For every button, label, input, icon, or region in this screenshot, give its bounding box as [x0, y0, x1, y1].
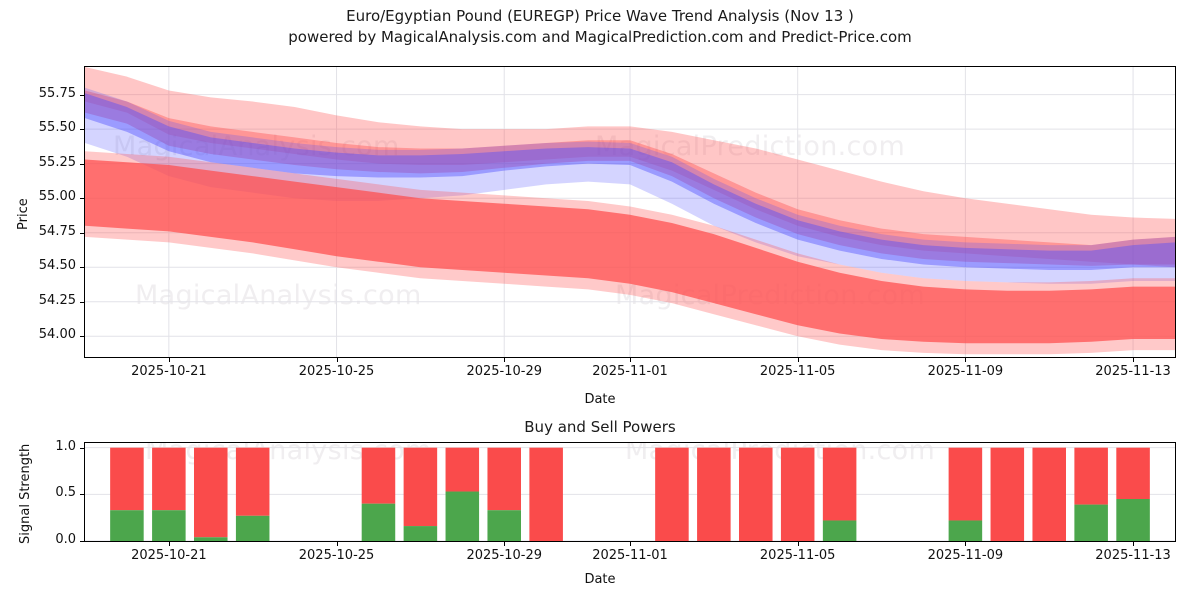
- price-x-tick: [797, 358, 799, 362]
- signal-x-tick-label: 2025-11-01: [592, 548, 668, 563]
- signal-bar: [152, 447, 186, 541]
- signal-x-tick-label: 2025-11-05: [759, 548, 836, 563]
- signal-bar: [110, 447, 144, 541]
- price-plot-area: [85, 67, 1175, 357]
- price-y-tick-label: 54.00: [38, 327, 76, 343]
- price-y-tick: [80, 232, 84, 234]
- signal-plot-area: [85, 447, 1175, 541]
- signal-y-tick: [80, 494, 84, 496]
- price-y-tick: [80, 336, 84, 338]
- price-x-tick-label: 2025-10-25: [298, 364, 375, 379]
- price-y-tick: [80, 163, 84, 165]
- price-wave-chart: MagicalAnalysis.com MagicalPrediction.co…: [84, 66, 1176, 358]
- signal-bar: [194, 447, 228, 541]
- signal-bar: [697, 447, 731, 541]
- price-y-tick: [80, 267, 84, 269]
- signal-y-tick-label: 1.0: [55, 438, 76, 454]
- signal-x-tick-label: 2025-10-21: [131, 548, 207, 563]
- price-x-tick-label: 2025-11-01: [592, 364, 668, 379]
- signal-date-axis-label: Date: [584, 572, 616, 587]
- price-y-tick: [80, 301, 84, 303]
- signal-bar: [655, 447, 689, 541]
- price-y-tick: [80, 198, 84, 200]
- price-x-tick-label: 2025-11-13: [1095, 364, 1171, 379]
- price-x-tick: [168, 358, 170, 362]
- signal-bar: [361, 447, 396, 541]
- signal-bar: [1074, 447, 1108, 541]
- price-y-tick-label: 55.50: [38, 120, 76, 136]
- signal-x-tick: [168, 542, 170, 546]
- signal-bar: [235, 447, 270, 541]
- price-x-tick-label: 2025-11-09: [927, 364, 1004, 379]
- buy-sell-powers-chart: MagicalAnalysis.com MagicalPrediction.co…: [84, 442, 1176, 542]
- price-x-tick: [336, 358, 338, 362]
- price-y-tick-label: 55.75: [38, 85, 76, 101]
- signal-chart-title: Buy and Sell Powers: [524, 418, 676, 436]
- signal-bar: [822, 447, 857, 541]
- price-x-tick: [1133, 358, 1135, 362]
- signal-bar: [445, 447, 480, 541]
- signal-x-tick: [1133, 542, 1135, 546]
- page-title: Euro/Egyptian Pound (EUREGP) Price Wave …: [346, 7, 854, 25]
- signal-bar: [1032, 447, 1066, 541]
- signal-bar: [403, 447, 438, 541]
- price-y-tick-label: 55.25: [38, 154, 76, 170]
- signal-x-tick: [797, 542, 799, 546]
- signal-bar: [487, 447, 521, 541]
- price-x-tick-label: 2025-10-21: [131, 364, 207, 379]
- signal-bar: [780, 447, 815, 541]
- price-y-tick: [80, 129, 84, 131]
- signal-bar: [529, 447, 563, 541]
- price-x-tick-label: 2025-10-29: [466, 364, 542, 379]
- signal-bar: [1116, 447, 1150, 541]
- title-block: Euro/Egyptian Pound (EUREGP) Price Wave …: [0, 6, 1200, 48]
- main-date-axis-label: Date: [584, 392, 616, 407]
- signal-y-tick: [80, 541, 84, 542]
- signal-x-tick: [630, 542, 631, 546]
- price-y-tick-label: 54.50: [38, 258, 76, 274]
- signal-bar: [739, 447, 773, 541]
- signal-y-tick-label: 0.5: [55, 485, 76, 501]
- signal-bar: [990, 447, 1025, 541]
- price-y-tick-label: 54.75: [38, 223, 76, 239]
- price-x-tick: [965, 358, 967, 362]
- price-y-tick: [80, 94, 84, 96]
- signal-x-tick: [504, 542, 506, 546]
- price-x-tick: [504, 358, 506, 362]
- price-y-tick-label: 54.25: [38, 292, 76, 308]
- signal-x-tick-label: 2025-11-13: [1095, 548, 1171, 563]
- signal-x-tick: [965, 542, 967, 546]
- signal-y-tick: [80, 447, 84, 449]
- signal-x-tick-label: 2025-10-29: [466, 548, 542, 563]
- signal-x-tick-label: 2025-11-09: [927, 548, 1004, 563]
- signal-y-tick-label: 0.0: [55, 532, 76, 547]
- price-x-tick: [630, 358, 631, 362]
- price-x-tick-label: 2025-11-05: [759, 364, 836, 379]
- signal-bar: [948, 447, 983, 541]
- price-y-tick-label: 55.00: [38, 189, 76, 205]
- page-subtitle: powered by MagicalAnalysis.com and Magic…: [288, 28, 912, 46]
- signal-x-tick: [336, 542, 338, 546]
- signal-x-tick-label: 2025-10-25: [298, 548, 375, 563]
